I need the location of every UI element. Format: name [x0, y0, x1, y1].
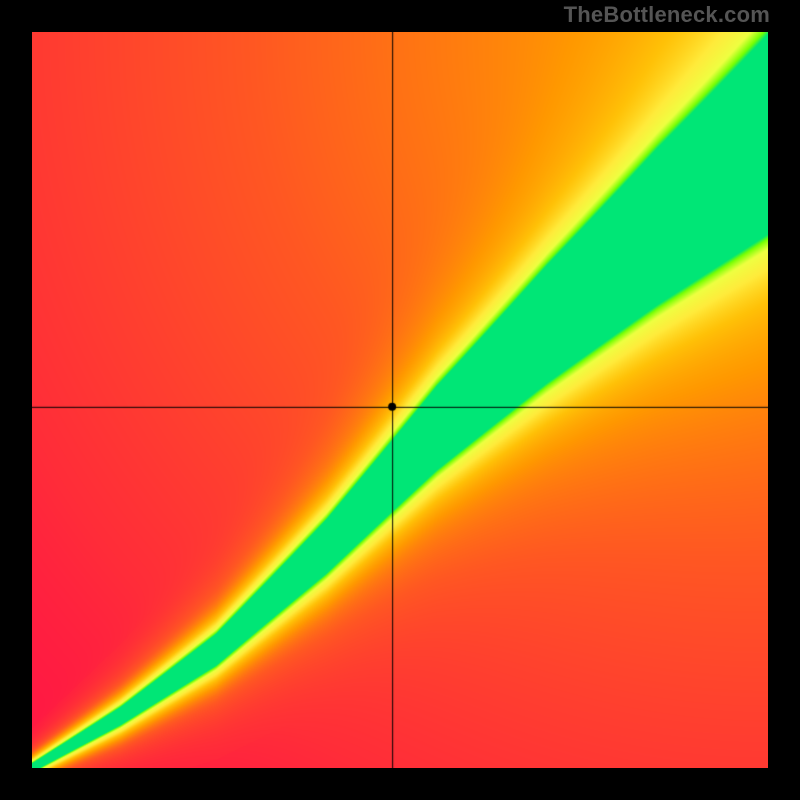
chart-container: TheBottleneck.com [0, 0, 800, 800]
watermark-text: TheBottleneck.com [564, 2, 770, 28]
bottleneck-heatmap [32, 32, 768, 768]
